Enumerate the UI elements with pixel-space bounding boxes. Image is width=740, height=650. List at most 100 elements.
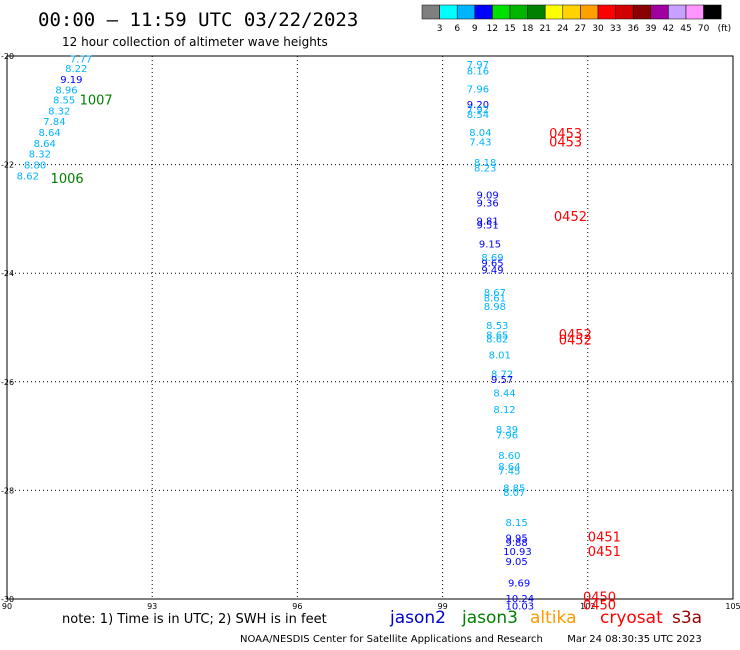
colorbar-swatch <box>509 4 528 20</box>
wave-height-label: 8.69 <box>481 253 503 264</box>
colorbar-tick: 15 <box>504 24 515 34</box>
wave-height-label: 8.98 <box>484 302 506 313</box>
wave-height-label: 8.15 <box>506 518 528 529</box>
colorbar-tick: 6 <box>454 24 460 34</box>
x-tick-label: 93 <box>147 602 157 611</box>
x-tick-label: 90 <box>2 602 12 611</box>
colorbar-tick: 45 <box>680 24 691 34</box>
colorbar-swatch <box>562 4 581 20</box>
wave-height-label: 8.60 <box>498 451 520 462</box>
colorbar-swatch <box>421 4 440 20</box>
satellite-name-s3a: s3a <box>672 608 703 628</box>
wave-height-label: 9.19 <box>60 75 82 86</box>
colorbar-tick: 9 <box>472 24 478 34</box>
x-tick-label: 105 <box>725 602 740 611</box>
colorbar-swatch <box>456 4 476 20</box>
wave-height-label: 7.92 <box>467 105 489 116</box>
wave-height-label: 9.20 <box>467 100 489 111</box>
x-tick-label: 99 <box>438 602 448 611</box>
wave-height-label: 8.64 <box>498 462 520 473</box>
colorbar-swatch <box>492 4 511 20</box>
wave-height-label: 8.65 <box>486 331 508 342</box>
wave-height-label: 8.55 <box>53 95 75 106</box>
pass-time-label: 1007 <box>80 93 113 108</box>
colorbar-legend: 3 6 9 12 15 18 21 24 27 30 33 36 39 42 45 70 (ft) <box>421 4 732 34</box>
colorbar-swatch <box>439 4 458 20</box>
wave-height-label: 8.44 <box>493 389 515 400</box>
wave-height-label: 8.54 <box>467 110 489 121</box>
pass-time-label: 0451 <box>588 545 621 560</box>
wave-height-label: 9.81 <box>476 217 498 228</box>
wave-height-label: 8.53 <box>486 321 508 332</box>
y-tick-label: -22 <box>1 161 14 170</box>
wave-height-label: 8.23 <box>474 163 496 174</box>
wave-height-label: 8.96 <box>55 86 77 97</box>
x-tick-label: 102 <box>580 602 595 611</box>
colorbar-tick: 39 <box>645 24 657 34</box>
satellite-name-jason3: jason3 <box>462 608 518 628</box>
pass-time-label: 0451 <box>588 531 621 546</box>
wave-height-label: 10.03 <box>506 602 535 613</box>
colorbar-swatch <box>685 4 704 20</box>
wave-height-label: 9.09 <box>476 190 498 201</box>
pass-time-label: 0452 <box>559 328 592 343</box>
colorbar-tick: 3 <box>437 24 443 34</box>
plot-frame <box>6 55 734 600</box>
pass-time-label: 0450 <box>583 598 616 613</box>
credit-text: NOAA/NESDIS Center for Satellite Applica… <box>240 634 543 645</box>
wave-height-label: 9.65 <box>481 258 503 269</box>
y-tick-label: -30 <box>1 595 14 604</box>
chart-title: 00:00 – 11:59 UTC 03/22/2023 <box>38 9 358 31</box>
wave-height-label: 8.72 <box>491 370 513 381</box>
satellite-name-cryosat: cryosat <box>600 608 663 628</box>
colorbar-tick: 12 <box>487 24 498 34</box>
wave-height-label: 7.45 <box>498 466 520 477</box>
colorbar-tick: 33 <box>610 24 621 34</box>
wave-height-label: 8.16 <box>467 67 489 78</box>
pass-time-label: 1006 <box>51 172 84 187</box>
pass-time-label: 0452 <box>554 210 587 225</box>
wave-height-label: 8.32 <box>48 106 70 117</box>
wave-height-label: 8.64 <box>38 128 60 139</box>
wave-height-label: 9.15 <box>479 239 501 250</box>
wave-height-labels: 7.778.229.198.968.558.327.848.648.648.32… <box>17 55 534 613</box>
colorbar-tick: 27 <box>575 24 586 34</box>
y-tick-label: -28 <box>1 486 14 495</box>
colorbar-swatch <box>580 4 599 20</box>
colorbar-tick: 70 <box>698 24 710 34</box>
colorbar-unit: (ft) <box>718 24 732 34</box>
wave-height-label: 9.69 <box>508 579 530 590</box>
colorbar-swatch <box>668 4 687 20</box>
colorbar-tick: 30 <box>592 24 604 34</box>
wave-height-label: 7.77 <box>70 55 92 66</box>
colorbar-swatch <box>597 4 616 20</box>
satellite-name-altika: altika <box>530 608 577 628</box>
pass-time-label: 0450 <box>583 590 616 605</box>
footnote: note: 1) Time is in UTC; 2) SWH is in fe… <box>62 612 327 627</box>
y-tick-label: -26 <box>1 378 14 387</box>
wave-height-label: 8.64 <box>34 139 56 150</box>
wave-height-label: 7.96 <box>496 430 518 441</box>
wave-height-label: 8.62 <box>17 171 39 182</box>
x-tick-label: 96 <box>292 602 302 611</box>
wave-height-label: 9.36 <box>476 199 498 210</box>
wave-height-label: 8.67 <box>484 288 506 299</box>
wave-height-label: 8.18 <box>474 158 496 169</box>
wave-height-label: 9.49 <box>481 265 503 276</box>
timestamp: Mar 24 08:30:35 UTC 2023 <box>567 634 702 645</box>
colorbar-swatch <box>615 4 634 20</box>
wave-height-label: 8.12 <box>493 405 515 416</box>
wave-height-label: 7.97 <box>467 60 489 71</box>
y-tick-label: -20 <box>1 52 14 61</box>
wave-height-label: 7.84 <box>43 117 65 128</box>
wave-height-label: 10.93 <box>503 547 532 558</box>
colorbar-swatch <box>474 4 493 20</box>
colorbar-tick: 36 <box>627 24 639 34</box>
colorbar-swatch <box>527 4 546 20</box>
colorbar-tick: 24 <box>557 24 569 34</box>
wave-height-label: 8.01 <box>489 351 511 362</box>
pass-time-label: 0453 <box>549 127 582 142</box>
colorbar-tick: 18 <box>522 24 534 34</box>
satellite-name-jason2: jason2 <box>390 608 446 628</box>
wave-height-label: 9.05 <box>506 557 528 568</box>
